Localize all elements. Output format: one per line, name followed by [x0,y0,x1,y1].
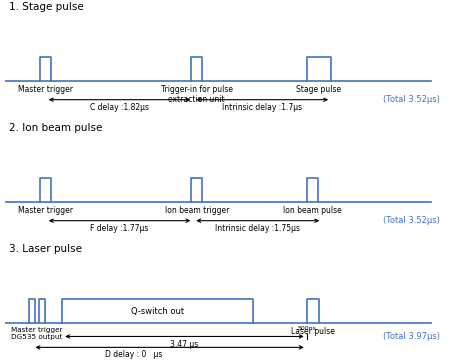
Text: Master trigger: Master trigger [18,206,73,215]
Text: Q-switch out: Q-switch out [131,307,184,316]
Text: 500ns: 500ns [297,326,316,331]
Text: Intrinsic delay :1.7μs: Intrinsic delay :1.7μs [222,103,302,112]
Text: 1. Stage pulse: 1. Stage pulse [9,3,84,12]
Text: (Total 3.52μs): (Total 3.52μs) [383,95,440,104]
Text: 3. Laser pulse: 3. Laser pulse [9,245,82,254]
Text: Intrinsic delay :1.75μs: Intrinsic delay :1.75μs [215,224,300,233]
Text: (Total 3.52μs): (Total 3.52μs) [383,216,440,225]
Text: C delay :1.82μs: C delay :1.82μs [90,103,149,112]
Text: Ion beam trigger: Ion beam trigger [164,206,229,215]
Text: Master trigger
DG535 output: Master trigger DG535 output [11,327,63,340]
Text: F delay :1.77μs: F delay :1.77μs [91,224,149,233]
Text: Laser pulse: Laser pulse [291,327,335,336]
Text: Master trigger: Master trigger [18,85,73,94]
Text: Stage pulse: Stage pulse [296,85,342,94]
Text: 3.47 μs: 3.47 μs [170,340,198,348]
Text: 2. Ion beam pulse: 2. Ion beam pulse [9,123,102,134]
Text: D delay : 0   μs: D delay : 0 μs [106,351,163,359]
Text: Trigger-in for pulse
extraction unit: Trigger-in for pulse extraction unit [161,85,233,104]
Text: (Total 3.97μs): (Total 3.97μs) [383,332,440,341]
Text: Ion beam pulse: Ion beam pulse [283,206,342,215]
